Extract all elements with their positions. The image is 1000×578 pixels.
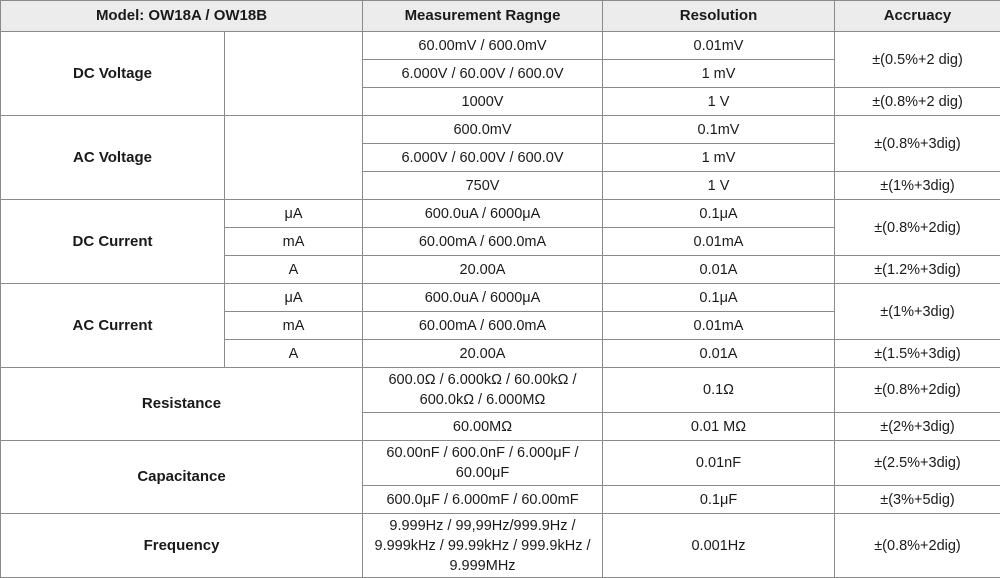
resolution-cell: 0.01mV xyxy=(603,32,835,60)
resolution-cell: 0.01mA xyxy=(603,312,835,340)
ac-voltage-unit-cell xyxy=(225,116,363,200)
range-cell: 600.0Ω / 6.000kΩ / 60.00kΩ / 600.0kΩ / 6… xyxy=(363,368,603,413)
accuracy-cell: ±(0.5%+2 dig) xyxy=(835,32,1000,88)
range-cell: 750V xyxy=(363,172,603,200)
table-row: Resistance 600.0Ω / 6.000kΩ / 60.00kΩ / … xyxy=(1,368,1000,413)
range-text: 60.00nF / 600.0nF / 6.000μF / 60.00μF xyxy=(370,443,595,483)
range-cell: 600.0uA / 6000μA xyxy=(363,284,603,312)
accuracy-cell: ±(1.5%+3dig) xyxy=(835,340,1000,368)
header-range: Measurement Ragnge xyxy=(363,1,603,32)
ac-current-label: AC Current xyxy=(1,284,225,368)
resolution-cell: 0.01A xyxy=(603,340,835,368)
accuracy-cell: ±(0.8%+3dig) xyxy=(835,116,1000,172)
dc-voltage-label: DC Voltage xyxy=(1,32,225,116)
range-cell: 600.0mV xyxy=(363,116,603,144)
unit-cell: μA xyxy=(225,200,363,228)
dc-current-label: DC Current xyxy=(1,200,225,284)
range-cell: 600.0μF / 6.000mF / 60.00mF xyxy=(363,486,603,514)
capacitance-label: Capacitance xyxy=(1,441,363,514)
resolution-cell: 0.01nF xyxy=(603,441,835,486)
accuracy-cell: ±(2.5%+3dig) xyxy=(835,441,1000,486)
range-cell: 600.0uA / 6000μA xyxy=(363,200,603,228)
resolution-cell: 1 mV xyxy=(603,60,835,88)
resolution-cell: 0.1μA xyxy=(603,200,835,228)
accuracy-cell: ±(3%+5dig) xyxy=(835,486,1000,514)
header-resolution: Resolution xyxy=(603,1,835,32)
frequency-label: Frequency xyxy=(1,514,363,578)
unit-cell: mA xyxy=(225,312,363,340)
unit-cell: mA xyxy=(225,228,363,256)
accuracy-cell: ±(0.8%+2 dig) xyxy=(835,88,1000,116)
accuracy-cell: ±(1.2%+3dig) xyxy=(835,256,1000,284)
range-cell: 1000V xyxy=(363,88,603,116)
resolution-cell: 1 V xyxy=(603,172,835,200)
resolution-cell: 0.1μA xyxy=(603,284,835,312)
unit-cell: μA xyxy=(225,284,363,312)
resolution-cell: 0.01A xyxy=(603,256,835,284)
resolution-cell: 0.001Hz xyxy=(603,514,835,578)
table-row: Frequency 9.999Hz / 99,99Hz/999.9Hz / 9.… xyxy=(1,514,1000,578)
ac-voltage-label: AC Voltage xyxy=(1,116,225,200)
accuracy-cell: ±(0.8%+2dig) xyxy=(835,368,1000,413)
accuracy-cell: ±(1%+3dig) xyxy=(835,284,1000,340)
unit-cell: A xyxy=(225,340,363,368)
resolution-cell: 1 mV xyxy=(603,144,835,172)
accuracy-cell: ±(1%+3dig) xyxy=(835,172,1000,200)
accuracy-cell: ±(0.8%+2dig) xyxy=(835,200,1000,256)
range-text: 9.999Hz / 99,99Hz/999.9Hz / 9.999kHz / 9… xyxy=(366,516,600,576)
range-cell: 60.00MΩ xyxy=(363,413,603,441)
resolution-cell: 1 V xyxy=(603,88,835,116)
resistance-label: Resistance xyxy=(1,368,363,441)
table-row: Capacitance 60.00nF / 600.0nF / 6.000μF … xyxy=(1,441,1000,486)
range-cell: 6.000V / 60.00V / 600.0V xyxy=(363,60,603,88)
header-accuracy: Accruacy xyxy=(835,1,1000,32)
resolution-cell: 0.1mV xyxy=(603,116,835,144)
table-row: AC Voltage 600.0mV 0.1mV ±(0.8%+3dig) xyxy=(1,116,1000,144)
range-cell: 20.00A xyxy=(363,256,603,284)
accuracy-cell: ±(0.8%+2dig) xyxy=(835,514,1000,578)
table-row: DC Voltage 60.00mV / 600.0mV 0.01mV ±(0.… xyxy=(1,32,1000,60)
accuracy-cell: ±(2%+3dig) xyxy=(835,413,1000,441)
resolution-cell: 0.1μF xyxy=(603,486,835,514)
range-cell: 60.00nF / 600.0nF / 6.000μF / 60.00μF xyxy=(363,441,603,486)
range-text: 600.0Ω / 6.000kΩ / 60.00kΩ / 600.0kΩ / 6… xyxy=(373,370,593,410)
range-cell: 60.00mA / 600.0mA xyxy=(363,312,603,340)
unit-cell: A xyxy=(225,256,363,284)
dc-voltage-unit-cell xyxy=(225,32,363,116)
range-cell: 9.999Hz / 99,99Hz/999.9Hz / 9.999kHz / 9… xyxy=(363,514,603,578)
table-row: AC Current μA 600.0uA / 6000μA 0.1μA ±(1… xyxy=(1,284,1000,312)
range-cell: 6.000V / 60.00V / 600.0V xyxy=(363,144,603,172)
range-cell: 60.00mA / 600.0mA xyxy=(363,228,603,256)
resolution-cell: 0.01 MΩ xyxy=(603,413,835,441)
header-model: Model: OW18A / OW18B xyxy=(1,1,363,32)
range-cell: 20.00A xyxy=(363,340,603,368)
resolution-cell: 0.1Ω xyxy=(603,368,835,413)
range-cell: 60.00mV / 600.0mV xyxy=(363,32,603,60)
resolution-cell: 0.01mA xyxy=(603,228,835,256)
header-row: Model: OW18A / OW18B Measurement Ragnge … xyxy=(1,1,1000,32)
table-row: DC Current μA 600.0uA / 6000μA 0.1μA ±(0… xyxy=(1,200,1000,228)
